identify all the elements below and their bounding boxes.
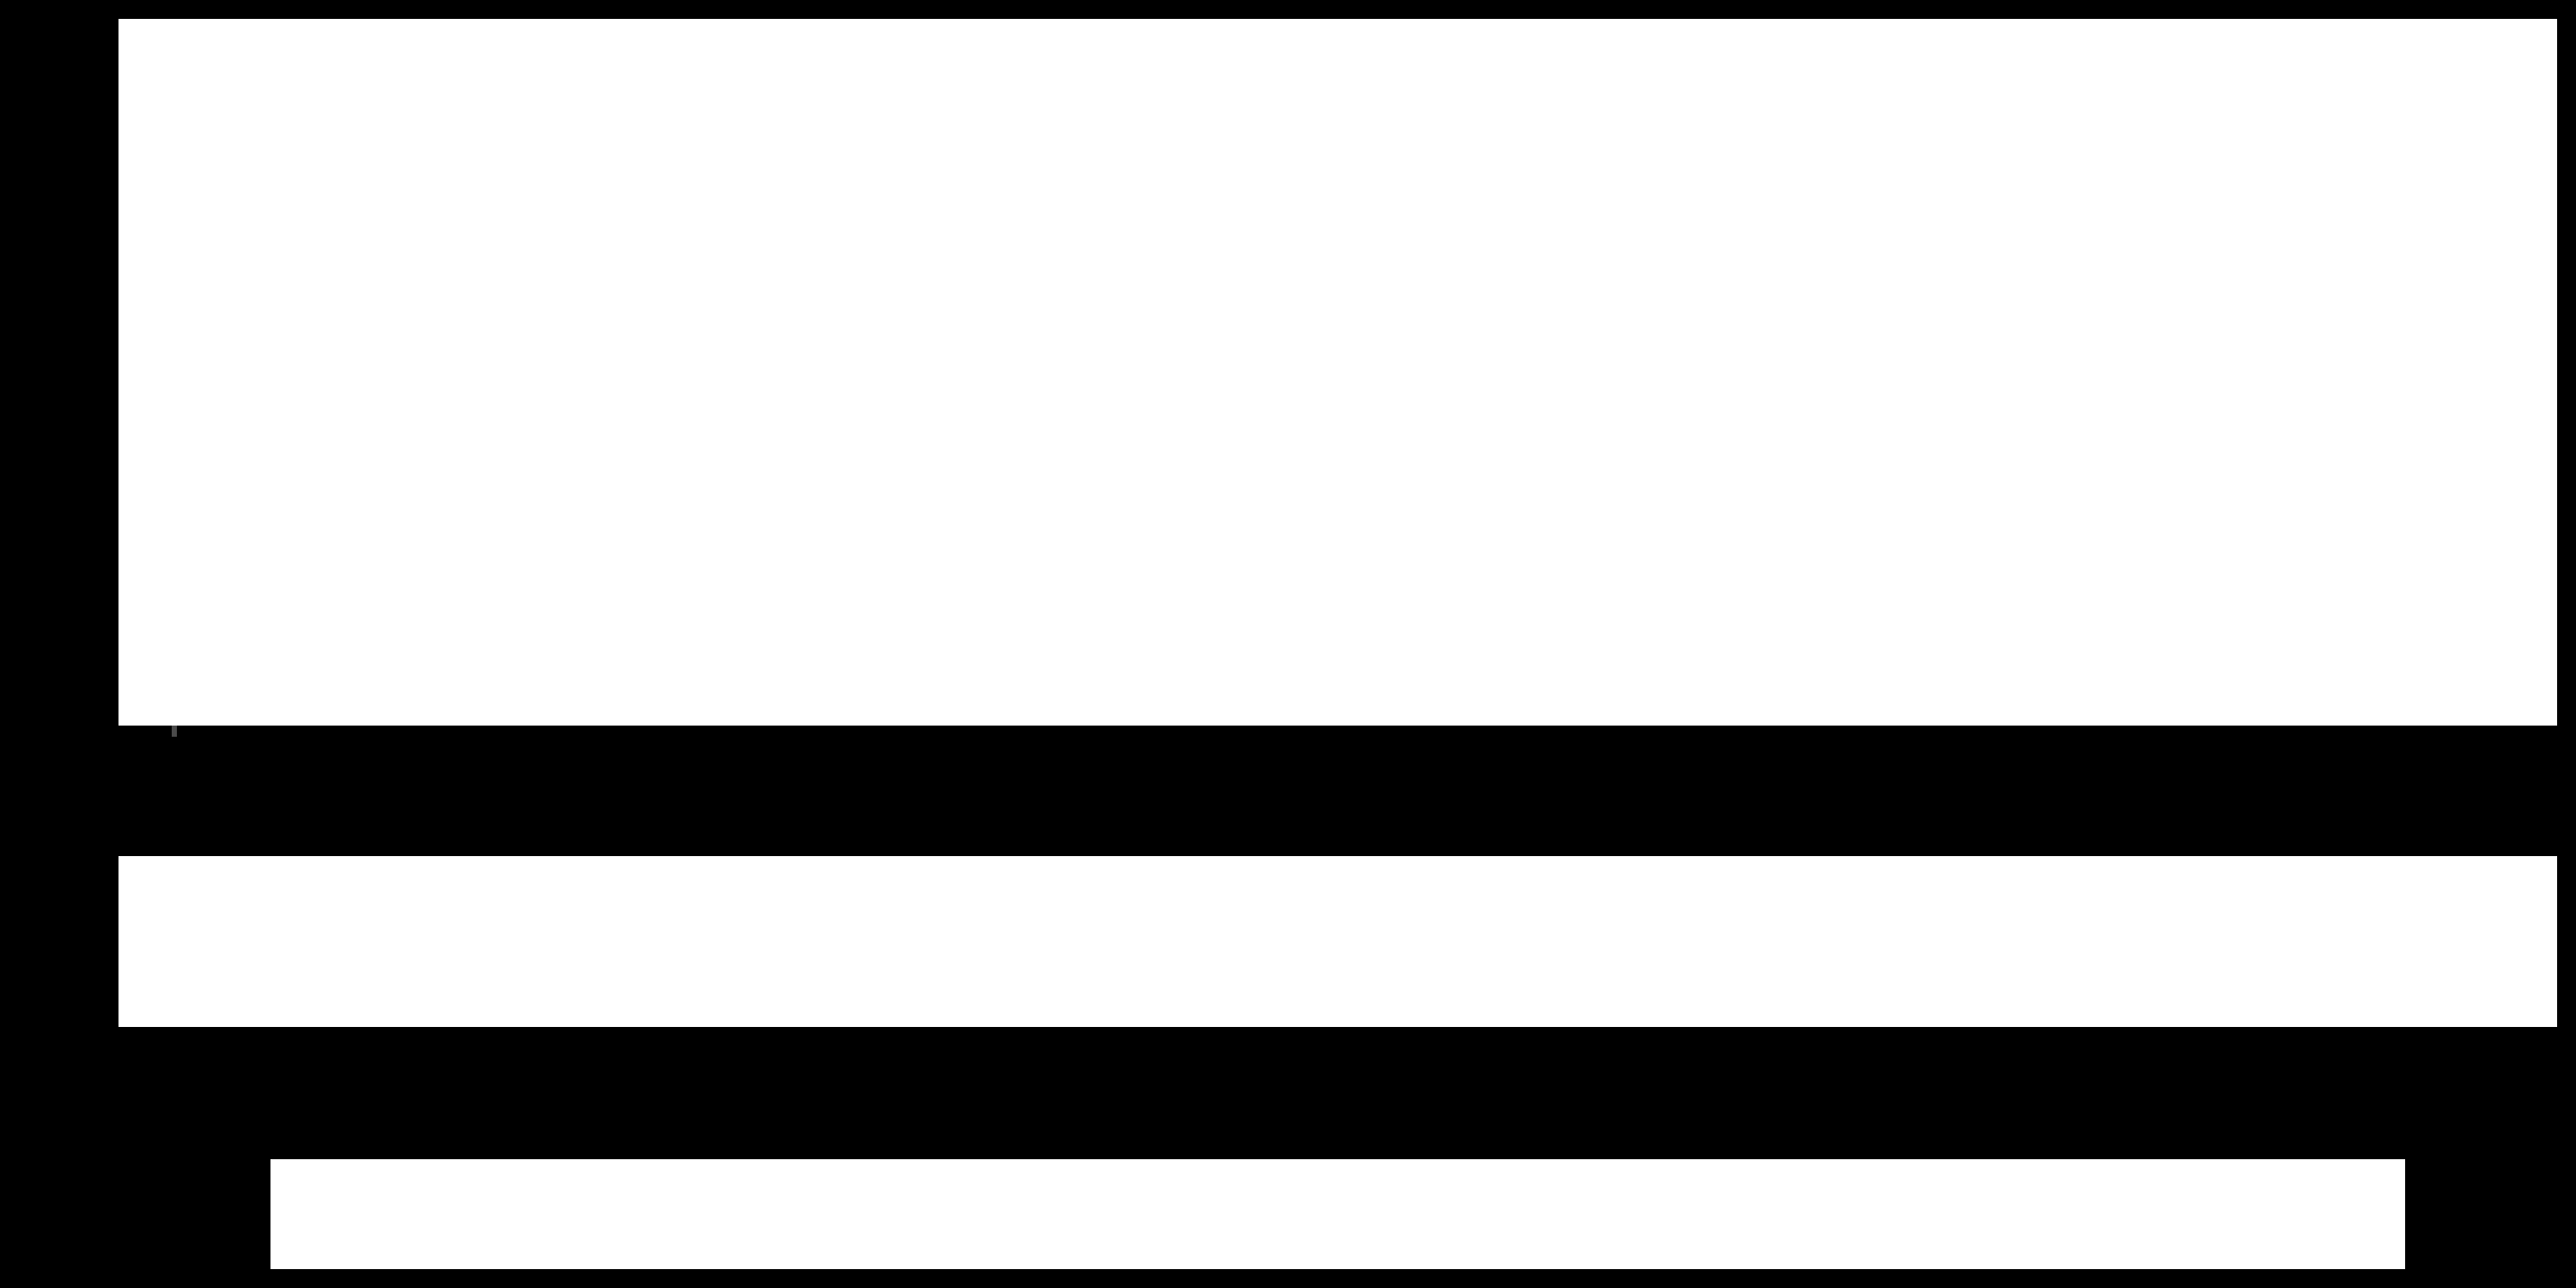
top-x-tick [171,726,177,737]
top-x-tick-label [131,738,217,824]
top-plot-area [118,19,2557,726]
bar-chart-panel [118,856,2557,1027]
legend-box [270,1159,2405,1269]
